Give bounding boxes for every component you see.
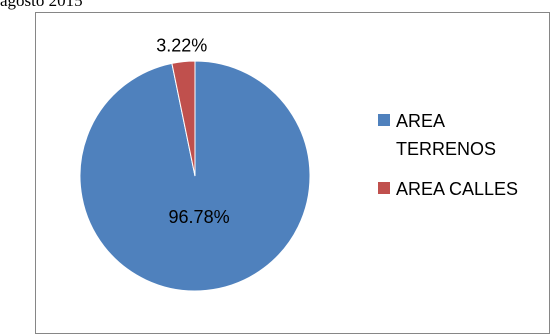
pie-label-terrenos: 96.78% <box>169 207 230 227</box>
pie-slice-calles <box>171 60 196 177</box>
pie-label-calles: 3.22% <box>156 36 207 56</box>
legend-swatch-terrenos <box>378 114 390 126</box>
legend-swatch-calles <box>378 182 390 194</box>
chart-legend: AREA TERRENOS AREA CALLES <box>378 109 548 217</box>
legend-item-terrenos: AREA TERRENOS <box>378 109 548 163</box>
page-fragment-text: agosto 2015 <box>0 0 83 10</box>
legend-label-calles: AREA CALLES <box>396 179 519 199</box>
legend-item-calles: AREA CALLES <box>378 177 548 203</box>
legend-label-terrenos: AREA TERRENOS <box>396 111 497 159</box>
